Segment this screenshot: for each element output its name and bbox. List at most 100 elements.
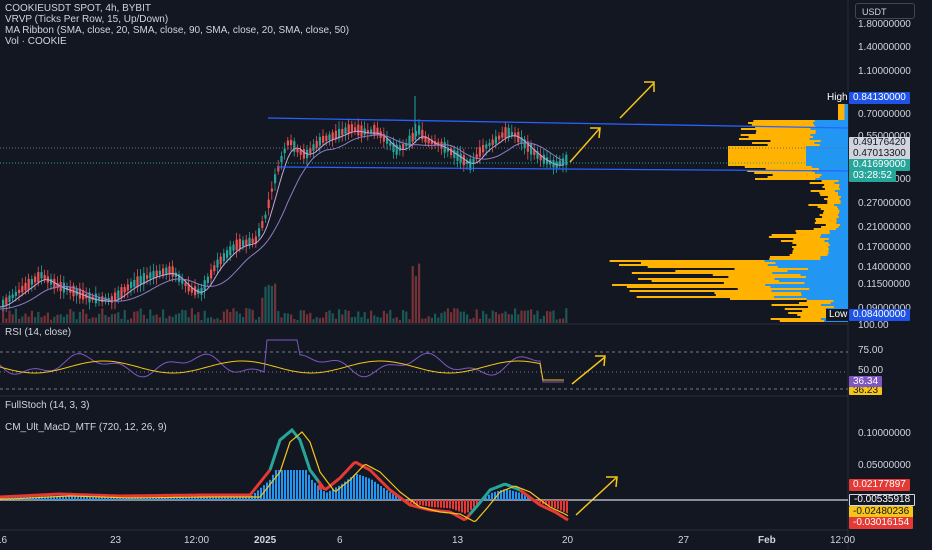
candle-body (459, 153, 462, 163)
macd-histogram-bar (497, 491, 499, 500)
candle-body (514, 132, 517, 137)
price-scale-label: 0.09000000 (858, 303, 911, 314)
macd-histogram-bar (392, 494, 394, 500)
volume-bar (459, 311, 462, 323)
vrvp-row-up (806, 160, 848, 162)
macd-histogram-bar (146, 496, 148, 500)
volume-bar (222, 311, 225, 323)
candle-body (370, 129, 373, 133)
candle-body (43, 275, 46, 280)
macd-histogram-bar (524, 495, 526, 500)
candle-body (402, 144, 405, 149)
macd-histogram-bar (80, 496, 82, 500)
vrvp-row-down (728, 146, 806, 148)
time-axis-label: 23 (110, 535, 122, 546)
vrvp-row-up (777, 266, 848, 268)
macd-histogram-bar (488, 494, 490, 500)
candle-body (523, 139, 526, 148)
vrvp-row-up (829, 232, 848, 234)
macd-histogram-bar (122, 497, 124, 500)
macd-histogram-bar (56, 495, 58, 500)
low-value-badge: 0.08400000 (849, 309, 910, 321)
volume-bar (187, 317, 190, 323)
candle-body (274, 174, 277, 184)
volume-bar (59, 314, 62, 323)
vrvp-row-down (754, 172, 816, 174)
macd-histogram-bar (128, 497, 130, 500)
macd-histogram-bar (176, 496, 178, 500)
vrvp-row-down (768, 236, 821, 238)
macd-histogram-bar (491, 492, 493, 500)
vrvp-row-down (772, 174, 822, 176)
vrvp-row-up (779, 280, 848, 282)
candle-body (210, 269, 213, 279)
volume-bar (456, 308, 459, 323)
rsi-legend[interactable]: RSI (14, close) (5, 327, 72, 338)
volume-bar (136, 311, 139, 323)
macd-histogram-bar (485, 497, 487, 500)
candle-body (190, 287, 193, 293)
macd-histogram-bar (299, 470, 301, 500)
macd-histogram-bar (50, 496, 52, 500)
vrvp-row-up (838, 216, 848, 218)
vrvp-row-up (840, 196, 848, 198)
stoch-legend[interactable]: FullStoch (14, 3, 3) (5, 400, 90, 411)
volume-bar (53, 316, 56, 323)
vrvp-row-down (728, 162, 806, 164)
volume-bar (11, 314, 14, 323)
vrvp-row-down (744, 166, 812, 168)
vrvp-row-up (809, 288, 848, 290)
macd-histogram-bar (563, 500, 565, 512)
volume-bar (354, 316, 357, 323)
macd-legend[interactable]: CM_Ult_MacD_MTF (720, 12, 26, 9) (5, 422, 167, 433)
macd-histogram-bar (266, 482, 268, 500)
volume-bar (158, 317, 161, 323)
volume-bar (482, 310, 485, 323)
vrvp-row-up (820, 258, 848, 260)
volume-bar (370, 310, 373, 323)
volume-bar (30, 310, 33, 323)
candle-body (53, 278, 56, 289)
vrvp-row-up (804, 282, 848, 284)
vrvp-row-down (838, 110, 845, 112)
candle-body (450, 148, 453, 156)
candle-body (424, 135, 427, 143)
vrvp-row-down (788, 312, 828, 314)
volume-bar (501, 313, 504, 323)
vrvp-row-up (828, 242, 848, 244)
vrvp-row-down (823, 212, 840, 214)
symbol-legend[interactable]: COOKIEUSDT SPOT, 4h, BYBIT (5, 3, 151, 14)
volume-bar (523, 310, 526, 323)
candle-body (510, 131, 513, 136)
vrvp-row-up (774, 278, 848, 280)
volume-bar (421, 318, 424, 323)
volume-bar (251, 309, 254, 323)
candle-body (507, 127, 510, 138)
ma-ribbon-legend[interactable]: MA Ribbon (SMA, close, 20, SMA, close, 9… (5, 25, 350, 36)
macd-histogram-bar (527, 496, 529, 500)
vrvp-row-up (844, 116, 848, 118)
macd-histogram-bar (68, 495, 70, 500)
vrvp-row-up (815, 172, 848, 174)
volume-bar (274, 283, 277, 323)
currency-button[interactable]: USDT (855, 3, 915, 19)
volume-bar (238, 313, 241, 323)
candle-body (498, 135, 501, 140)
candle-body (501, 132, 504, 138)
candle-body (14, 291, 17, 297)
vrvp-row-down (792, 252, 829, 254)
vrvp-row-up (820, 256, 848, 258)
volume-bar (62, 316, 65, 323)
candle-body (373, 124, 376, 136)
volume-bar (565, 308, 568, 323)
vrvp-row-down (796, 232, 830, 234)
volume-bar (562, 318, 565, 323)
vrvp-legend[interactable]: VRVP (Ticks Per Row, 15, Up/Down) (5, 14, 169, 25)
volume-bar (165, 318, 168, 323)
volume-legend[interactable]: Vol · COOKIE (5, 36, 67, 47)
volume-bar (376, 316, 379, 323)
volume-bar (258, 317, 261, 323)
candle-body (24, 282, 27, 291)
volume-bar (46, 312, 49, 323)
